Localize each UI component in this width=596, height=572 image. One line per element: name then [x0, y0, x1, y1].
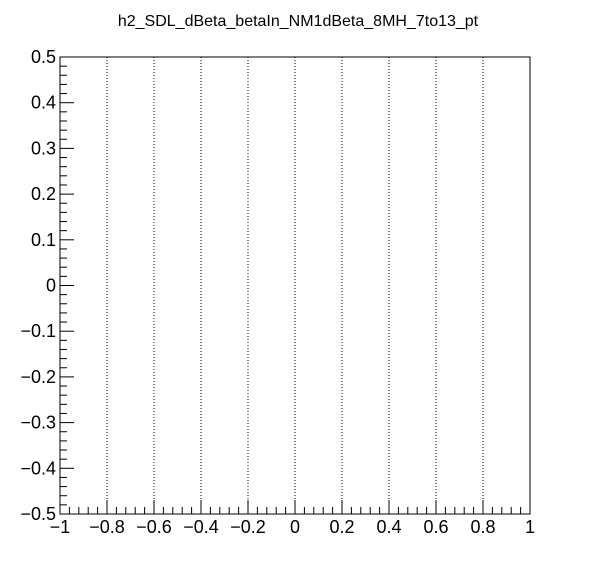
x-tick-label: 0.8 [470, 517, 495, 537]
y-tick-label: 0.3 [31, 138, 56, 158]
y-tick-label: −0.5 [20, 504, 56, 524]
x-axis: −1 −0.8 −0.6 −0.4 −0.2 0 0.2 0.4 0.6 0.8 1 [50, 500, 535, 537]
x-tick-label: −0.2 [230, 517, 266, 537]
x-tick-label: 0.2 [329, 517, 354, 537]
x-tick-label: 0.4 [376, 517, 401, 537]
y-tick-label: −0.2 [20, 367, 56, 387]
y-tick-label: 0.1 [31, 230, 56, 250]
y-tick-label: 0 [46, 276, 56, 296]
x-tick-label: 1 [525, 517, 535, 537]
y-tick-label: 0.5 [31, 47, 56, 67]
x-tick-label: 0.6 [423, 517, 448, 537]
y-tick-label: −0.4 [20, 458, 56, 478]
y-tick-label: −0.3 [20, 413, 56, 433]
x-tick-label: 0 [290, 517, 300, 537]
x-tick-label: −0.4 [183, 517, 219, 537]
chart-title: h2_SDL_dBeta_betaIn_NM1dBeta_8MH_7to13_p… [118, 13, 479, 30]
y-axis: −0.5 −0.4 −0.3 −0.2 −0.1 0 0.1 0.2 0.3 0.4 0.5 [20, 47, 74, 524]
y-tick-label: 0.4 [31, 93, 56, 113]
y-tick-label: −0.1 [20, 321, 56, 341]
x-tick-label: −0.6 [136, 517, 172, 537]
y-tick-label: 0.2 [31, 184, 56, 204]
grid-lines [107, 57, 483, 514]
x-tick-label: −0.8 [89, 517, 125, 537]
